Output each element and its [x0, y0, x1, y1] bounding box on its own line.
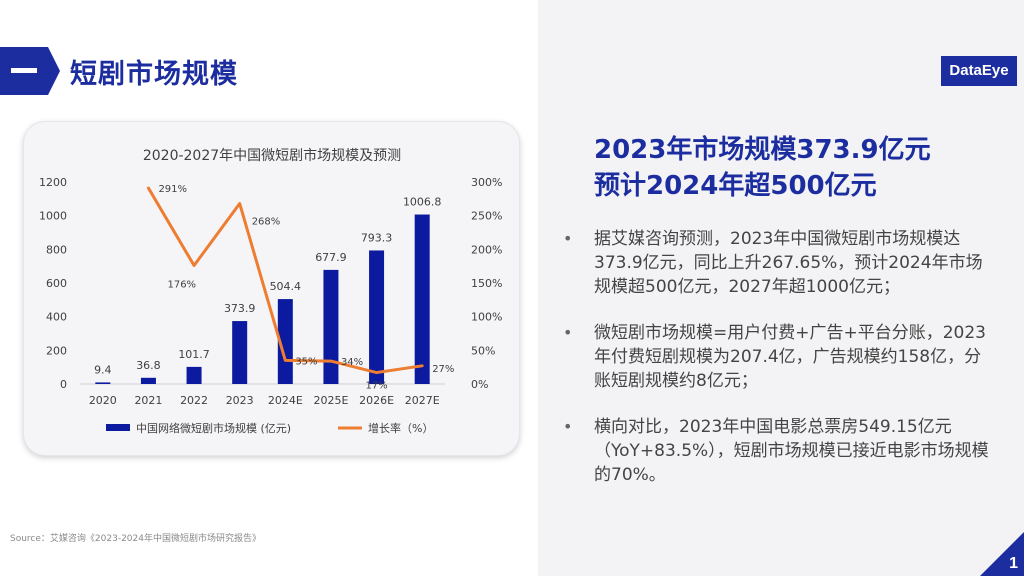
line-data-label: 17% [365, 381, 387, 392]
y2-axis-tick-label: 100% [471, 311, 502, 324]
x-axis-tick-label: 2025E [313, 394, 348, 407]
bar-2027E [414, 214, 430, 384]
dataeye-logo: DataEye [941, 56, 1017, 86]
y-axis-tick-label: 0 [60, 378, 67, 391]
bar-data-label: 504.4 [270, 280, 302, 293]
bar-2020 [95, 382, 111, 384]
legend-bar-label: 中国网络微短剧市场规模 (亿元) [136, 421, 291, 435]
bar-2026E [369, 250, 385, 384]
bar-2025E [323, 269, 339, 384]
chart-card: 2020-2027年中国微短剧市场规模及预测 0 200 400 600 800 1000 1… [23, 121, 520, 456]
bar-2023 [232, 321, 248, 384]
y2-axis-tick-label: 250% [471, 210, 502, 223]
y2-axis-tick-label: 50% [471, 344, 495, 357]
headline: 2023年市场规模373.9亿元 预计2024年超500亿元 [594, 132, 931, 204]
y2-axis-tick-label: 150% [471, 277, 502, 290]
bar-data-label: 101.7 [178, 348, 210, 361]
bar-data-label: 1006.8 [403, 196, 442, 209]
legend-bar-swatch [106, 424, 130, 431]
bar-2024E [277, 299, 293, 384]
y-axis-tick-label: 1200 [39, 176, 67, 189]
bar-data-label: 9.4 [94, 363, 112, 376]
headline-line-1: 2023年市场规模373.9亿元 [594, 135, 931, 165]
section-title-tab [0, 47, 60, 95]
page-number: 1 [1009, 555, 1018, 572]
line-data-label: 268% [252, 217, 281, 228]
bullet-item: • 横向对比，2023年中国电影总票房549.15亿元（YoY+83.5%），短剧… [560, 415, 990, 487]
bullet-item: • 据艾媒咨询预测，2023年中国微短剧市场规模达373.9亿元，同比上升267.… [560, 227, 990, 299]
x-axis-tick-label: 2021 [134, 394, 162, 407]
bullet-text: 微短剧市场规模=用户付费+广告+平台分账，2023年付费短剧规模为207.4亿，… [594, 323, 986, 391]
y-axis-tick-label: 800 [46, 243, 67, 256]
bar-data-label: 793.3 [361, 231, 393, 244]
y2-axis-tick-label: 0% [471, 378, 488, 391]
x-axis-tick-label: 2023 [226, 394, 254, 407]
source-note: Source：艾媒咨询《2023-2024年中国微短剧市场研究报告》 [10, 534, 261, 544]
bullet-list: • 据艾媒咨询预测，2023年中国微短剧市场规模达373.9亿元，同比上升267.… [560, 227, 990, 509]
bullet-text: 横向对比，2023年中国电影总票房549.15亿元（YoY+83.5%），短剧市… [594, 417, 989, 485]
y2-axis-tick-label: 300% [471, 176, 502, 189]
x-axis-tick-label: 2022 [180, 394, 208, 407]
bar-data-label: 373.9 [224, 302, 256, 315]
bar-2022 [186, 366, 202, 384]
bar-2021 [140, 377, 156, 384]
page-corner-decoration [980, 532, 1024, 576]
legend-line-label: 增长率（%） [368, 421, 433, 435]
bullet-dot-icon: • [563, 229, 573, 248]
right-panel-background [538, 0, 1024, 576]
y2-axis-tick-label: 200% [471, 243, 502, 256]
line-data-label: 27% [432, 364, 454, 375]
x-axis-tick-label: 2020 [89, 394, 117, 407]
line-data-label: 291% [158, 184, 187, 195]
x-axis-tick-label: 2026E [359, 394, 394, 407]
bar-data-label: 36.8 [136, 359, 161, 372]
bullet-dot-icon: • [563, 323, 573, 342]
y-axis-tick-label: 400 [46, 311, 67, 324]
dash-icon [11, 68, 37, 73]
y-axis-tick-label: 200 [46, 344, 67, 357]
chart-svg: 2020-2027年中国微短剧市场规模及预测 0 200 400 600 800 1000 1… [39, 147, 502, 435]
bullet-text: 据艾媒咨询预测，2023年中国微短剧市场规模达373.9亿元，同比上升267.6… [594, 229, 983, 297]
x-axis-tick-label: 2027E [405, 394, 440, 407]
y-axis-tick-label: 1000 [39, 210, 67, 223]
bullet-dot-icon: • [563, 417, 573, 436]
headline-line-2: 预计2024年超500亿元 [594, 171, 877, 201]
bullet-item: • 微短剧市场规模=用户付费+广告+平台分账，2023年付费短剧规模为207.4亿… [560, 321, 990, 393]
growth-rate-line [146, 186, 424, 375]
line-data-label: 176% [167, 279, 196, 290]
line-data-label: 34% [341, 357, 363, 368]
line-data-label: 35% [295, 356, 317, 367]
bar-data-label: 677.9 [315, 251, 347, 264]
x-axis-tick-label: 2024E [268, 394, 303, 407]
section-title: 短剧市场规模 [70, 59, 238, 90]
chart-title: 2020-2027年中国微短剧市场规模及预测 [143, 147, 401, 164]
y-axis-tick-label: 600 [46, 277, 67, 290]
